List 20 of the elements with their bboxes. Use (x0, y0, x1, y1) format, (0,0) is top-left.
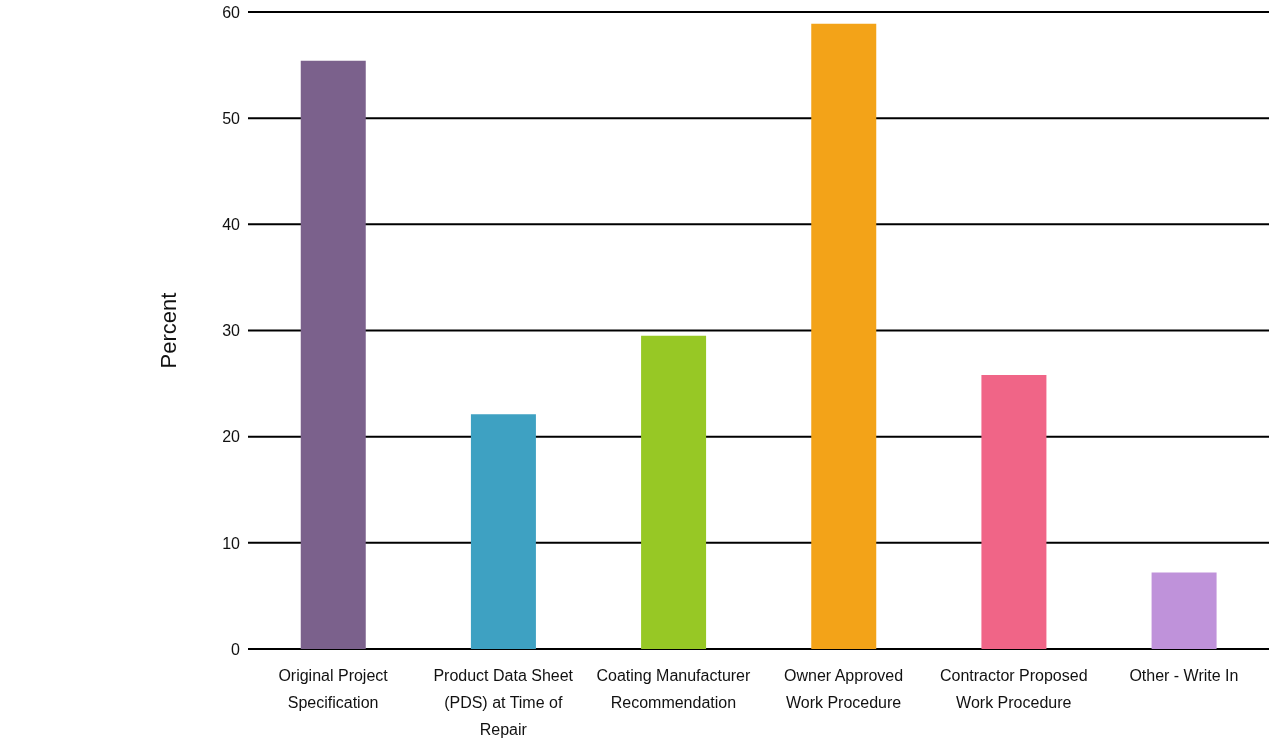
y-tick-label: 10 (222, 534, 241, 552)
y-tick-label: 30 (222, 322, 241, 340)
bar (1151, 572, 1217, 649)
y-tick-label: 60 (222, 3, 241, 21)
bar (300, 60, 366, 649)
y-tick-label: 50 (222, 109, 241, 127)
y-tick-label: 40 (222, 216, 241, 234)
y-tick-label: 0 (231, 640, 241, 658)
bar (470, 414, 536, 649)
x-tick-label: Owner Approved Work Procedure (783, 667, 904, 711)
x-tick-label: Other - Write In (1129, 667, 1239, 684)
x-tick-label: Contractor Proposed Work Procedure (939, 667, 1088, 711)
bar (981, 375, 1047, 649)
bar (641, 335, 707, 649)
x-tick-label: Original Project Specification (278, 667, 389, 711)
x-tick-label: Coating Manufacturer Recommendation (596, 667, 752, 711)
x-tick-label: Product Data Sheet (PDS) at Time of Repair (433, 667, 574, 738)
y-axis-title: Percent (156, 292, 181, 369)
y-tick-label: 20 (222, 428, 241, 446)
bar (811, 23, 877, 649)
